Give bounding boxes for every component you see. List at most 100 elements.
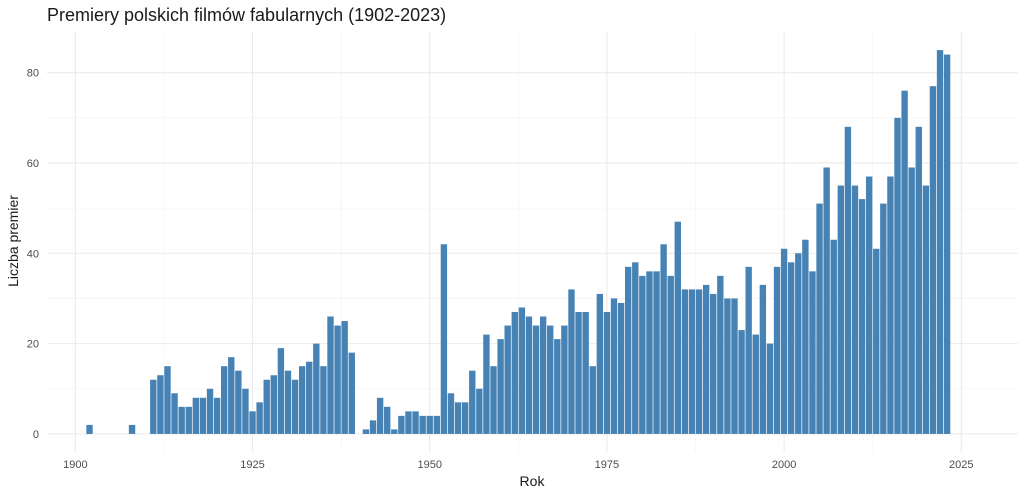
bar-1977 (617, 302, 625, 434)
bar-1989 (702, 284, 710, 434)
bar-2022 (936, 50, 944, 434)
bar-1980 (639, 275, 646, 434)
bar-2019 (915, 126, 922, 434)
bar-2017 (901, 90, 908, 434)
bar-1933 (306, 361, 313, 434)
bar-1942 (369, 420, 377, 434)
bar-1960 (497, 339, 504, 434)
bar-1947 (405, 411, 412, 434)
bar-1979 (632, 262, 639, 434)
bar-1992 (724, 298, 731, 434)
bar-1946 (398, 415, 405, 434)
bar-1976 (610, 298, 618, 434)
bar-1948 (412, 411, 419, 434)
bar-1969 (561, 325, 568, 434)
bar-2013 (873, 248, 880, 434)
bar-1991 (717, 275, 724, 434)
bar-1995 (745, 266, 752, 434)
bar-1917 (192, 397, 200, 434)
y-tick-label: 80 (27, 68, 39, 80)
bar-1982 (653, 271, 660, 434)
x-tick-label: 1925 (240, 459, 264, 471)
bar-2023 (943, 54, 951, 434)
bar-1949 (419, 415, 426, 434)
bar-1958 (483, 334, 490, 434)
bar-2021 (929, 86, 937, 434)
bar-1927 (263, 379, 270, 434)
bar-2014 (880, 203, 887, 434)
bar-1914 (171, 393, 178, 434)
bar-1966 (539, 316, 547, 434)
bar-1931 (291, 379, 299, 434)
bar-1918 (199, 397, 207, 434)
bar-1973 (589, 366, 596, 434)
bar-1990 (710, 293, 717, 434)
bar-1962 (511, 312, 518, 434)
bar-2008 (837, 185, 844, 434)
bar-1911 (150, 379, 157, 434)
bar-1998 (766, 343, 774, 434)
bar-1916 (185, 406, 192, 434)
bar-1930 (284, 370, 292, 434)
bar-1950 (426, 415, 433, 434)
bar-2005 (816, 203, 823, 434)
bar-1985 (674, 221, 681, 434)
bar-2004 (809, 271, 816, 434)
bar-1924 (242, 388, 249, 434)
bar-1968 (554, 339, 561, 434)
bars (86, 50, 951, 434)
bar-1997 (759, 284, 767, 434)
x-axis-ticks: 1900 1925 1950 1975 2000 2025 (63, 459, 973, 471)
x-tick-label: 2000 (772, 459, 796, 471)
bar-1934 (313, 343, 320, 434)
y-tick-label: 0 (33, 429, 39, 441)
bar-2001 (788, 262, 795, 434)
y-axis-ticks: 0 20 40 60 80 (27, 68, 39, 441)
bar-1959 (490, 366, 497, 434)
bar-1952 (440, 244, 448, 434)
bar-1922 (228, 357, 235, 434)
y-tick-label: 20 (27, 339, 39, 351)
bar-1915 (178, 406, 185, 434)
bar-1929 (277, 348, 285, 434)
bar-1945 (391, 429, 398, 434)
bar-1932 (298, 366, 306, 434)
bar-1967 (547, 325, 554, 434)
bar-1984 (667, 275, 674, 434)
bar-1975 (603, 312, 611, 434)
chart-title: Premiery polskich filmów fabularnych (19… (47, 5, 446, 25)
bar-1912 (157, 375, 164, 434)
bar-2003 (802, 239, 809, 434)
bar-1943 (376, 397, 384, 434)
bar-1978 (624, 266, 632, 434)
bar-1970 (568, 289, 575, 434)
bar-1938 (341, 321, 348, 434)
bar-1963 (518, 307, 526, 434)
bar-1936 (327, 316, 334, 434)
bar-1964 (525, 316, 533, 434)
bar-1920 (213, 397, 221, 434)
bar-1902 (86, 424, 93, 434)
y-tick-label: 40 (27, 248, 39, 260)
bar-2009 (844, 126, 852, 434)
bar-2016 (894, 117, 901, 434)
bar-1981 (646, 271, 653, 434)
bar-1935 (320, 366, 327, 434)
x-tick-label: 1975 (595, 459, 619, 471)
bar-1993 (731, 298, 738, 434)
bar-1937 (334, 325, 341, 434)
bar-1954 (454, 402, 462, 434)
bar-1953 (447, 393, 455, 434)
x-tick-label: 1950 (417, 459, 441, 471)
bar-1987 (688, 289, 696, 434)
bar-1925 (249, 411, 256, 434)
bar-1944 (384, 406, 391, 434)
bar-2020 (922, 185, 930, 434)
bar-1972 (582, 312, 589, 434)
bar-2002 (795, 253, 802, 434)
bar-1913 (164, 366, 171, 434)
bar-2015 (887, 176, 894, 434)
y-tick-label: 60 (27, 158, 39, 170)
x-axis-title: Rok (520, 473, 546, 489)
bar-1921 (221, 366, 228, 434)
